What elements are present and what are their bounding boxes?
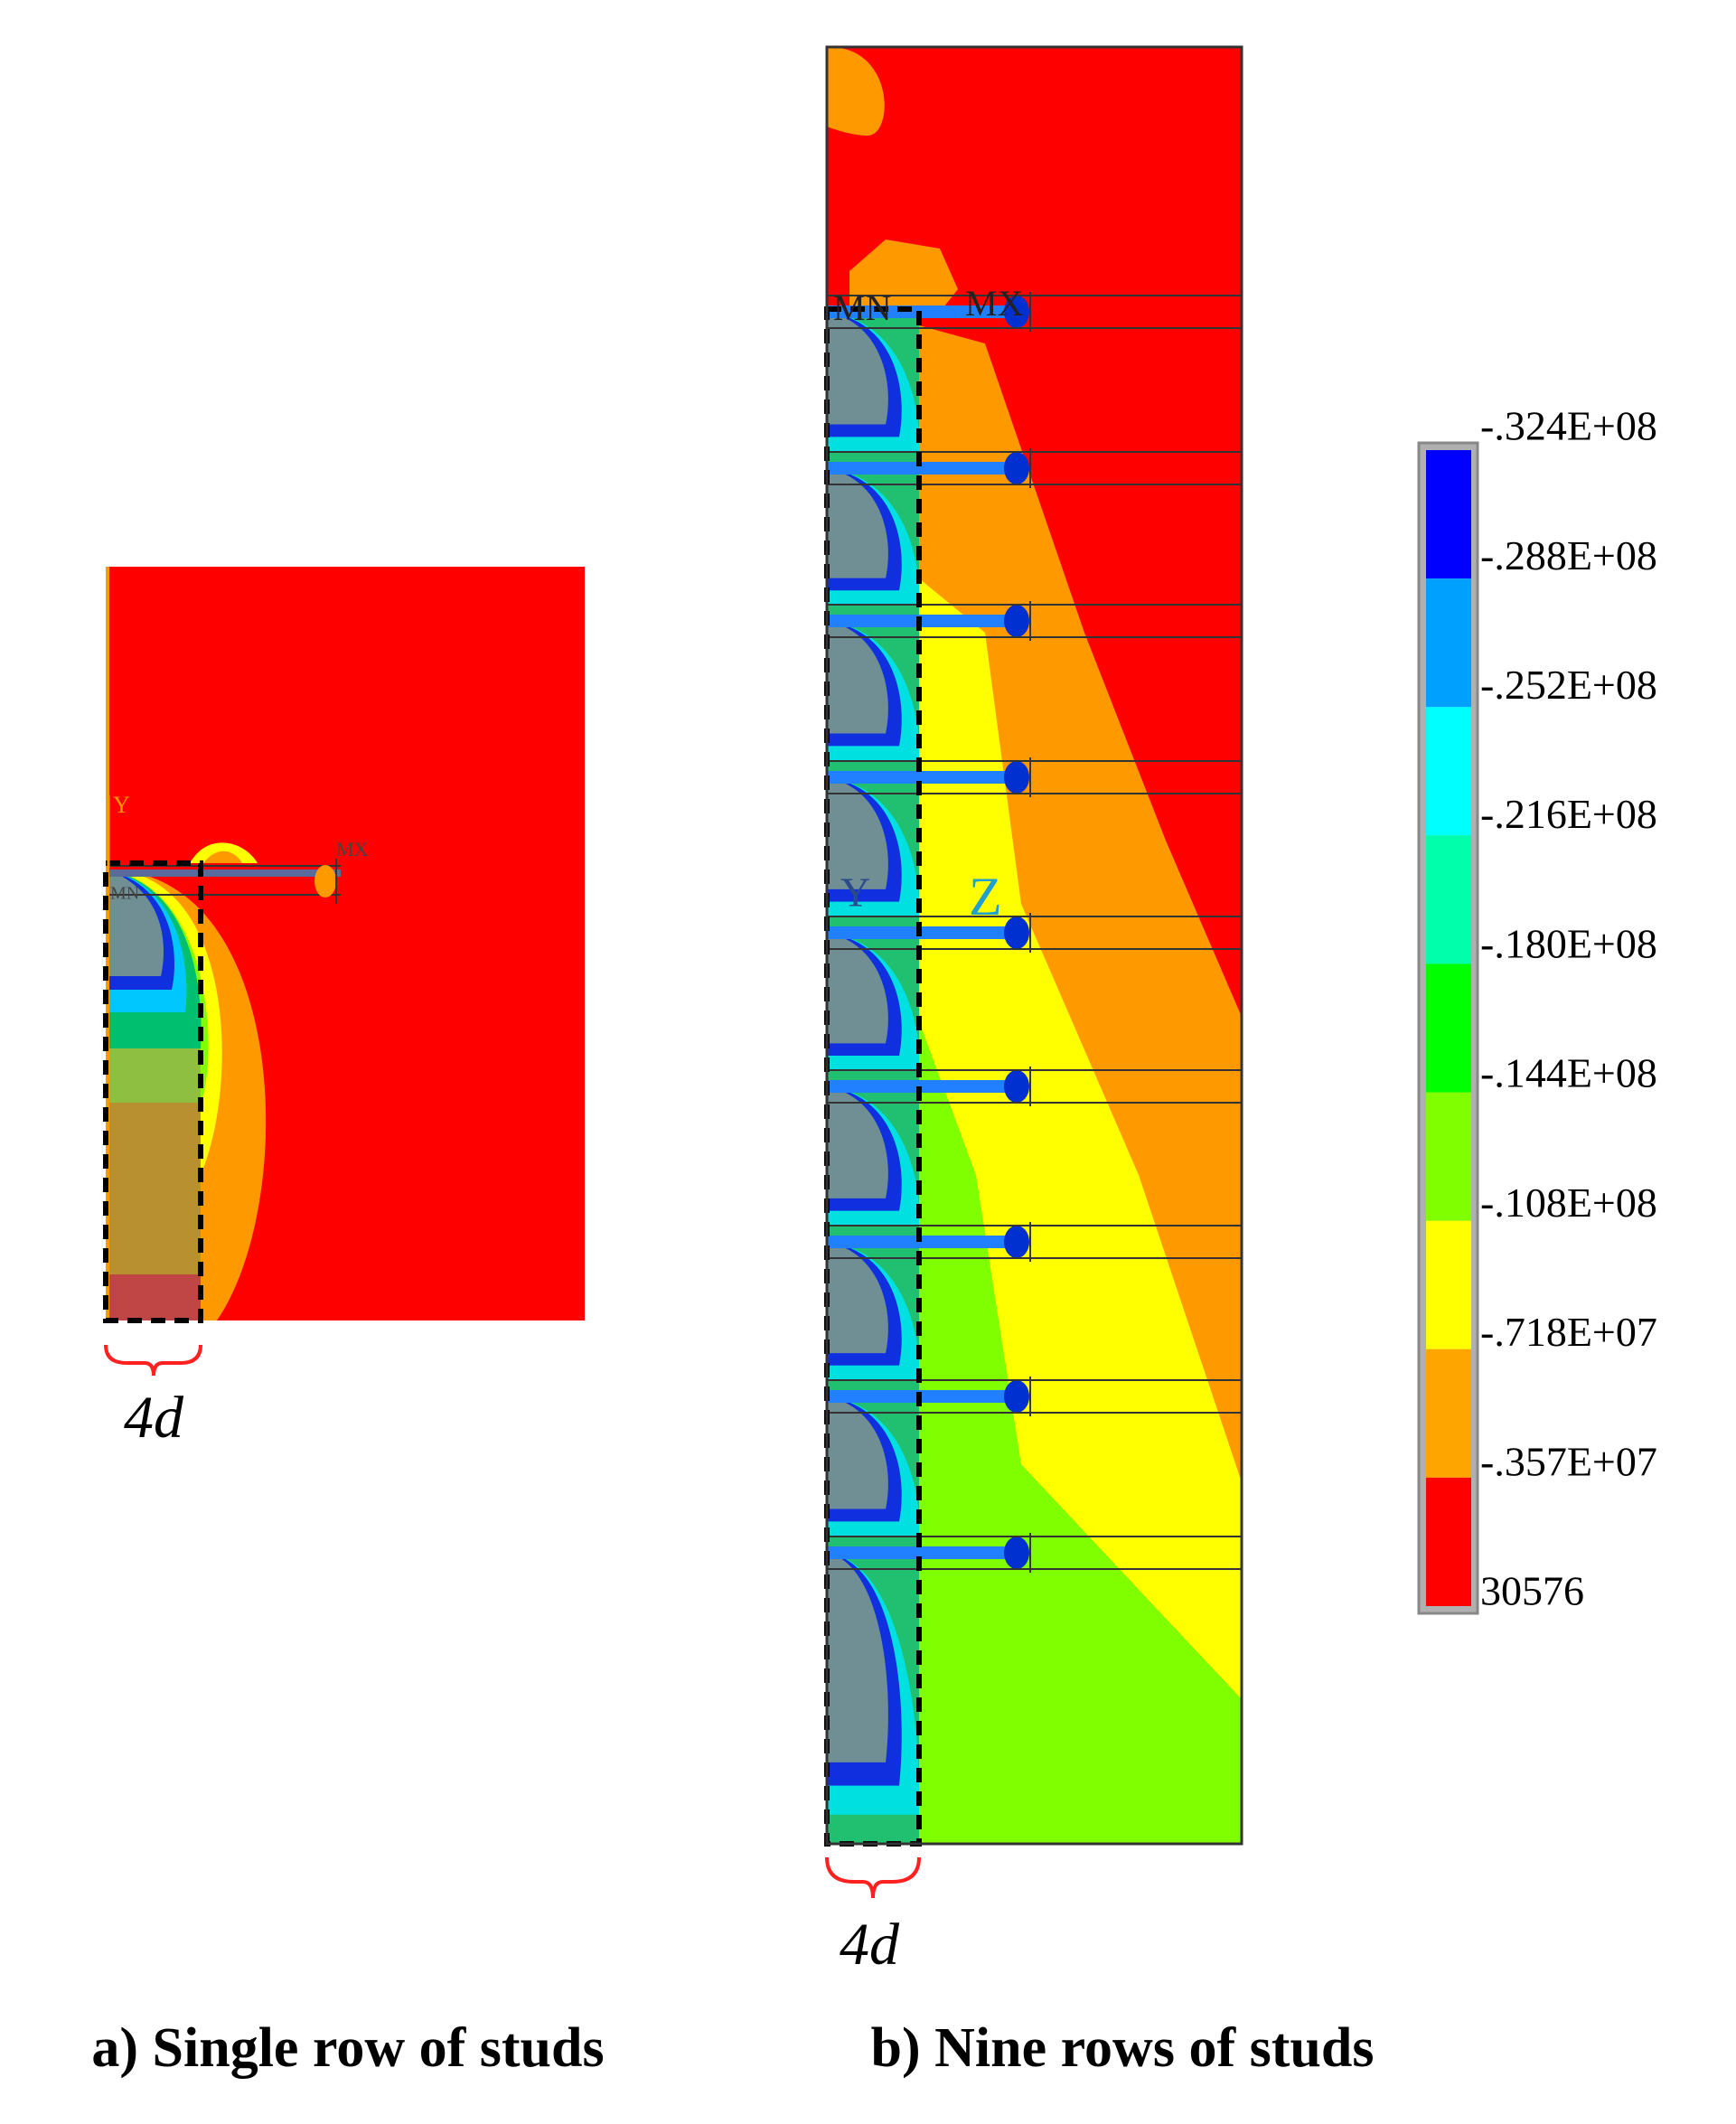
stud-head [1004,1070,1029,1103]
legend-label: -.288E+08 [1480,532,1657,578]
min-tag: MN [833,287,891,328]
legend-label: -.180E+08 [1480,920,1657,966]
dashed-box [103,860,203,1323]
stud [827,615,1026,627]
axis-tag: Y [113,792,130,818]
legend-band [1426,450,1471,579]
stud [827,926,1026,939]
legend-band [1426,1477,1471,1606]
contour [827,1396,888,1509]
stud [827,1390,1026,1403]
caption: a) Single row of studs [91,2017,604,2079]
caption: b) Nine rows of studs [871,2017,1375,2079]
stud [827,1080,1026,1093]
panel-frame [825,45,1243,1846]
stud [827,462,1026,475]
legend-band [1426,1220,1471,1349]
max-tag: MX [336,838,369,860]
legend-band [1426,707,1471,836]
stud-head [1004,916,1029,949]
contour [827,1242,888,1354]
legend-label: -.216E+08 [1480,791,1657,837]
stud-head [1004,1380,1029,1413]
width-label: 4d [124,1385,184,1451]
panel-a-contour [106,567,585,1320]
legend-label: -.252E+08 [1480,662,1657,708]
legend-label: -.357E+07 [1480,1438,1657,1484]
stud-head [1004,1537,1029,1569]
legend-band [1426,1349,1471,1478]
min-tag: MN [110,884,139,904]
legend-band [1426,578,1471,708]
stud-head [1004,296,1029,328]
stud [827,771,1026,784]
contour [827,933,888,1044]
stud-head [1004,452,1029,484]
panel-b-contour [827,47,1242,1844]
contour [827,621,888,734]
legend-label: -.324E+08 [1480,403,1657,449]
legend-band [1426,835,1471,964]
contour [827,312,888,425]
stud [827,1236,1026,1248]
legend-band [1426,1092,1471,1221]
axis-tag: Y [840,869,870,916]
stud-head [1004,761,1029,794]
stud [827,1546,1026,1559]
width-label: 4d [840,1912,900,1978]
contour [827,1086,888,1198]
legend-label: 30576 [1480,1568,1584,1614]
contour [827,468,888,578]
legend: -.324E+08 -.288E+08 -.252E+08 -.216E+08 -.18… [1417,403,1657,1615]
stud-head [1004,1226,1029,1258]
contour [827,1553,888,1762]
legend-label: -.718E+07 [1480,1309,1657,1355]
brace [825,1856,921,1899]
legend-label: -.108E+08 [1480,1179,1657,1226]
stud-head [1004,605,1029,637]
max-tag: MX [965,283,1024,324]
axis-tag: Z [969,867,1002,926]
legend-band [1426,963,1471,1093]
legend-label: -.144E+08 [1480,1050,1657,1096]
contour [827,777,888,889]
brace [104,1344,202,1377]
